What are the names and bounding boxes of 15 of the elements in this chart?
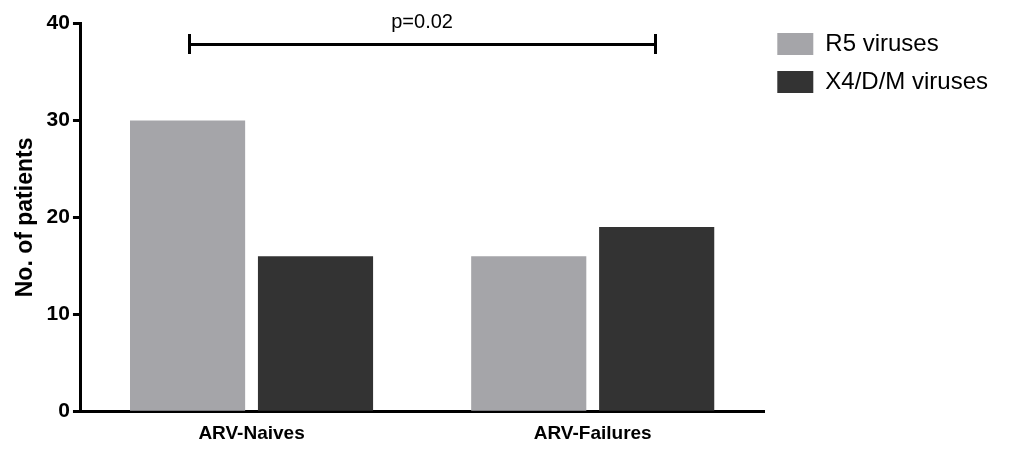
x-tick-label: ARV-Naives xyxy=(198,421,305,443)
legend-label: R5 viruses xyxy=(825,28,939,56)
bar xyxy=(471,256,587,411)
bar xyxy=(257,256,374,411)
y-tick-label: 20 xyxy=(46,204,70,228)
y-tick-label: 30 xyxy=(46,107,70,131)
annotation: p=0.02 xyxy=(390,9,454,33)
y-tick-label: 10 xyxy=(46,301,70,325)
bar xyxy=(130,120,246,411)
bar xyxy=(599,227,715,411)
x-tick-label: ARV-Failures xyxy=(533,421,652,443)
y-axis-title: No. of patients xyxy=(11,137,38,298)
y-tick-label: 0 xyxy=(58,398,70,421)
legend-label: X4/D/M viruses xyxy=(825,66,988,94)
y-tick-label: 40 xyxy=(46,10,70,34)
